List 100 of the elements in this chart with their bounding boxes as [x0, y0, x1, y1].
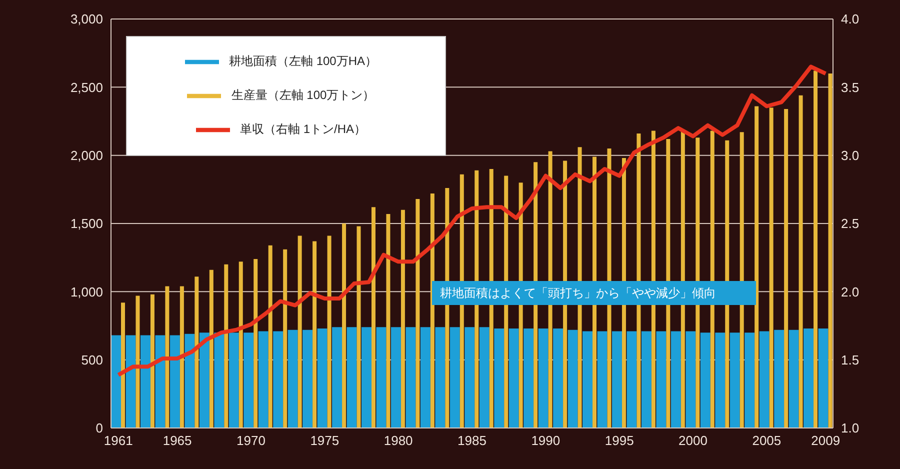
bar	[597, 331, 608, 428]
legend-label: 単収（右軸 1トン/HA）	[240, 122, 366, 136]
bar	[798, 95, 803, 428]
y-tick-label: 0	[96, 420, 103, 436]
bar	[406, 327, 416, 428]
bar	[538, 328, 548, 428]
bar	[312, 241, 317, 428]
y-tick-label: 3,000	[70, 12, 103, 27]
bar	[254, 258, 258, 428]
bar	[258, 331, 268, 428]
bar	[111, 335, 121, 428]
bar	[715, 332, 726, 428]
x-tick-label: 2005	[752, 433, 782, 448]
bar	[140, 335, 150, 428]
y2-tick-label: 1.5	[841, 352, 860, 368]
bar	[774, 330, 784, 428]
y2-tick-label: 4.0	[841, 12, 860, 27]
bar	[435, 327, 446, 428]
bar	[238, 262, 243, 428]
bar	[165, 286, 170, 428]
y2-tick-label: 2.5	[841, 216, 860, 232]
bar	[680, 130, 685, 428]
y-tick-label: 2,000	[70, 148, 103, 163]
bar	[788, 330, 799, 428]
x-tick-label: 1965	[162, 433, 192, 448]
x-tick-label: 1975	[310, 433, 340, 448]
y2-tick-label: 3.0	[841, 148, 860, 163]
bar	[744, 332, 755, 428]
bar	[730, 332, 740, 428]
bar	[332, 327, 342, 428]
bar	[214, 332, 224, 428]
y2-tick-label: 2.0	[841, 284, 860, 300]
x-tick-label: 1970	[236, 433, 266, 448]
bar	[420, 327, 430, 428]
x-tick-label: 2009	[811, 433, 840, 448]
bar	[273, 331, 284, 428]
callout-box: 耕地面積はよくて「頭打ち」から「やや減少」傾向	[432, 281, 756, 305]
bar	[656, 331, 666, 428]
bar	[430, 194, 434, 428]
bar	[784, 108, 788, 428]
bar	[818, 328, 828, 428]
bar	[376, 327, 386, 428]
bar	[342, 224, 346, 428]
bar	[283, 249, 288, 428]
bar	[416, 198, 420, 428]
bar	[508, 328, 519, 428]
x-tick-label: 1961	[104, 433, 133, 448]
bar	[494, 328, 504, 428]
y-tick-label: 2,500	[70, 80, 103, 95]
bar	[194, 276, 199, 428]
x-tick-label: 1995	[604, 433, 634, 448]
bar	[450, 327, 460, 428]
bar	[356, 226, 361, 428]
bar	[170, 335, 180, 428]
bar	[155, 335, 166, 428]
bar	[371, 207, 376, 428]
x-tick-label: 1985	[458, 433, 486, 448]
bar	[553, 328, 564, 428]
bar	[828, 74, 832, 428]
bar	[670, 331, 681, 428]
bar	[346, 327, 357, 428]
bar	[814, 70, 818, 428]
bar	[244, 332, 254, 428]
bar	[126, 335, 136, 428]
bar	[612, 331, 622, 428]
bar	[568, 330, 578, 428]
bar	[209, 270, 214, 428]
bar	[740, 132, 744, 428]
bar	[317, 328, 328, 428]
bar	[641, 331, 652, 428]
y-tick-label: 1,000	[70, 284, 103, 300]
bar	[224, 264, 228, 428]
bar	[390, 327, 401, 428]
bar	[754, 106, 759, 428]
bar	[400, 210, 405, 428]
bar	[150, 294, 154, 428]
bar	[361, 327, 372, 428]
y-tick-label: 500	[81, 352, 103, 368]
bar	[121, 302, 125, 428]
bar	[327, 236, 332, 428]
y2-tick-label: 3.5	[841, 80, 860, 95]
bar	[686, 331, 696, 428]
x-tick-label: 1990	[531, 433, 560, 448]
x-tick-label: 1980	[384, 433, 413, 448]
bar	[725, 140, 730, 428]
legend-label: 生産量（左軸 100万トン）	[231, 88, 375, 102]
bar	[199, 332, 210, 428]
bar	[769, 108, 774, 428]
bar	[759, 331, 770, 428]
bar	[479, 327, 490, 428]
bar	[184, 334, 195, 428]
bar	[804, 328, 814, 428]
bar	[288, 330, 298, 428]
bar	[464, 327, 475, 428]
legend-label: 耕地面積（左軸 100万HA）	[228, 54, 378, 68]
bar	[386, 214, 390, 428]
bar	[666, 138, 670, 428]
y2-tick-label: 1.0	[841, 420, 860, 436]
bar	[582, 331, 593, 428]
bar	[268, 245, 272, 428]
